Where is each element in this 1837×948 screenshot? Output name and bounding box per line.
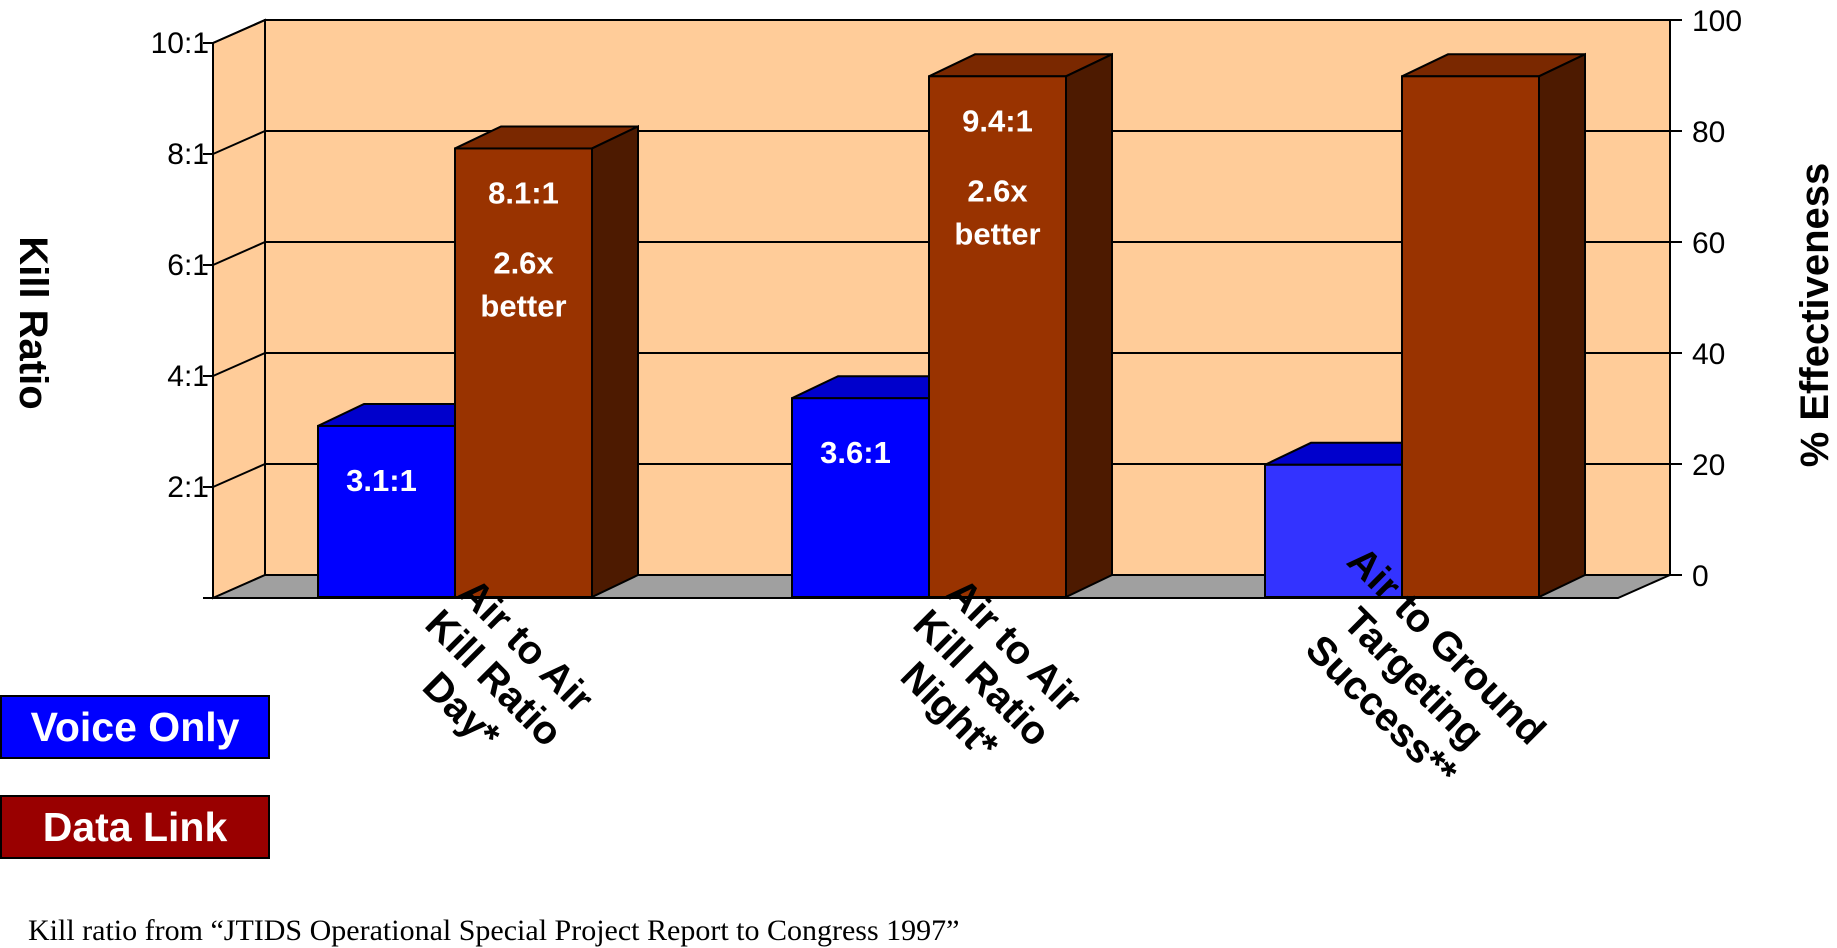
gridline xyxy=(212,130,1670,155)
data-link-data-label: 2.6x xyxy=(967,173,1028,208)
axes xyxy=(203,19,1682,599)
data-link-data-label: better xyxy=(954,216,1040,251)
data-link-bar-front xyxy=(1401,75,1540,599)
voice-only-data-label: 3.1:1 xyxy=(346,463,417,498)
tick-labels: 2:1 4:1 6:1 8:1 10:1 0 20 40 60 80 100 xyxy=(151,5,1742,593)
gridline xyxy=(212,241,1670,266)
data-link-data-label: 2.6x xyxy=(493,245,554,280)
right-tick-label: 100 xyxy=(1692,5,1742,38)
left-tick-label: 10:1 xyxy=(151,27,209,60)
right-tick-label: 80 xyxy=(1692,116,1725,149)
axis-titles: Kill Ratio % Effectiveness xyxy=(11,163,1837,468)
voice-only-bar-front xyxy=(791,397,930,599)
right-tick-label: 40 xyxy=(1692,338,1725,371)
right-tick-label: 60 xyxy=(1692,227,1725,260)
gridline xyxy=(212,463,1670,488)
left-tick-label: 2:1 xyxy=(167,471,209,504)
voice-only-data-label: 3.6:1 xyxy=(820,435,891,470)
right-axis-title: % Effectiveness xyxy=(1793,163,1837,468)
bar-labels: 3.1:1 8.1:1 2.6x better 3.6:1 9.4:1 2.6x better xyxy=(346,103,1040,498)
side-wall xyxy=(212,18,266,600)
left-axis-title: Kill Ratio xyxy=(11,236,55,409)
data-link-data-label: 8.1:1 xyxy=(488,175,559,210)
left-tick-label: 6:1 xyxy=(167,249,209,282)
legend-data-link: Data Link xyxy=(0,795,270,859)
data-link-bar-front xyxy=(928,75,1067,599)
gridlines xyxy=(212,19,1670,488)
left-tick-label: 8:1 xyxy=(167,138,209,171)
right-tick-label: 20 xyxy=(1692,449,1725,482)
bars xyxy=(317,52,1586,599)
legend-voice-only: Voice Only xyxy=(0,695,270,759)
data-link-bar-front xyxy=(454,147,593,598)
data-link-bar-side xyxy=(591,124,639,599)
left-tick-label: 4:1 xyxy=(167,360,209,393)
right-tick-label: 0 xyxy=(1692,560,1709,593)
data-link-bar-side xyxy=(1065,52,1113,599)
voice-only-bar-front xyxy=(317,424,456,599)
data-link-data-label: better xyxy=(480,288,566,323)
gridline xyxy=(212,19,1670,44)
gridline xyxy=(212,352,1670,377)
data-link-data-label: 9.4:1 xyxy=(962,103,1033,138)
footnote: Kill ratio from “JTIDS Operational Speci… xyxy=(28,914,960,947)
data-link-bar-side xyxy=(1538,52,1586,599)
